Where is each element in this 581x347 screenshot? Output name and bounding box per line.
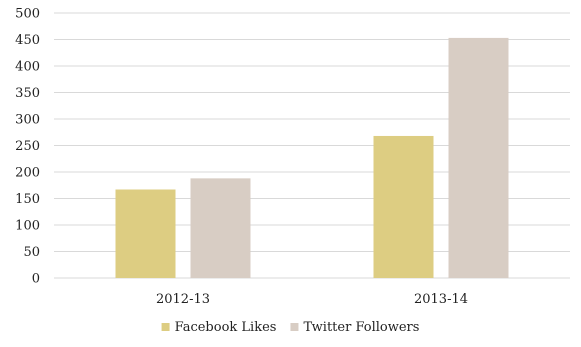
y-tick-label: 50: [23, 245, 40, 260]
y-tick-label: 450: [15, 33, 40, 48]
y-tick-label: 150: [15, 192, 40, 207]
legend-item-twitter-followers: Twitter Followers: [290, 320, 419, 335]
y-tick-label: 300: [15, 113, 40, 128]
legend-label: Twitter Followers: [303, 320, 419, 335]
legend-swatch: [161, 323, 170, 331]
y-tick-label: 200: [15, 166, 40, 181]
y-tick-label: 0: [32, 272, 40, 287]
legend: Facebook Likes Twitter Followers: [161, 320, 419, 335]
legend-swatch: [290, 323, 299, 331]
legend-label: Facebook Likes: [175, 320, 277, 335]
legend-item-facebook-likes: Facebook Likes: [161, 320, 277, 335]
x-tick-label: 2012-13: [156, 292, 210, 307]
bars: [115, 37, 509, 278]
bar-twitter-followers-2013-14: [448, 37, 509, 278]
x-tick-label: 2013-14: [414, 292, 468, 307]
x-axis-ticks: 2012-13 2013-14: [156, 292, 468, 307]
y-tick-label: 350: [15, 86, 40, 101]
y-tick-label: 500: [15, 7, 40, 22]
y-tick-label: 250: [15, 139, 40, 154]
y-axis-ticks: 0 50 100 150 200 250 300 350 400 450 500: [15, 7, 40, 287]
bar-twitter-followers-2012-13: [190, 178, 251, 278]
bar-facebook-likes-2013-14: [373, 135, 434, 278]
y-tick-label: 400: [15, 60, 40, 75]
y-tick-label: 100: [15, 219, 40, 234]
bar-facebook-likes-2012-13: [115, 189, 176, 278]
